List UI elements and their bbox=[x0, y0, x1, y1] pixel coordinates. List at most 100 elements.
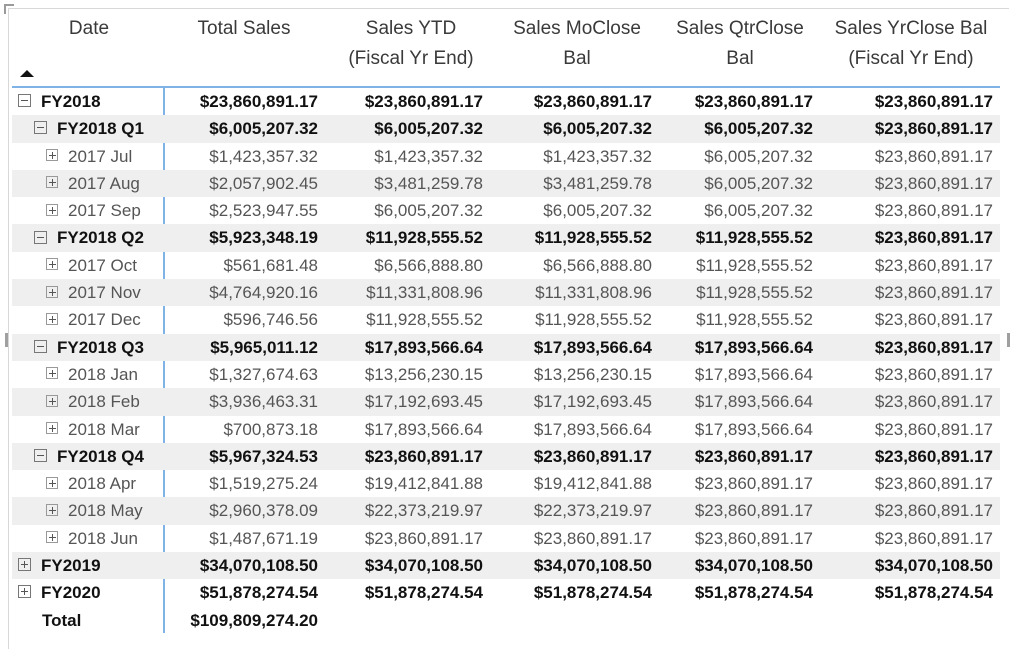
value-cell: $1,519,275.24 bbox=[209, 474, 318, 494]
row-header: 2017 Nov bbox=[46, 279, 141, 306]
visual-corner-handle[interactable] bbox=[4, 4, 14, 14]
value-cell: $17,893,566.64 bbox=[694, 419, 813, 439]
value-cell: $109,809,274.20 bbox=[190, 610, 318, 630]
expand-plus-icon[interactable] bbox=[46, 312, 58, 325]
value-cell: $11,928,555.52 bbox=[365, 228, 483, 248]
resize-handle-right[interactable] bbox=[1007, 333, 1010, 347]
row-label: FY2018 bbox=[41, 92, 101, 111]
value-cell: $6,005,207.32 bbox=[704, 119, 813, 139]
expand-plus-icon[interactable] bbox=[46, 422, 58, 435]
resize-handle-left[interactable] bbox=[5, 333, 8, 347]
value-cell: $11,928,555.52 bbox=[696, 310, 813, 330]
column-header-line: (Fiscal Yr End) bbox=[348, 48, 474, 69]
value-cell: $1,423,357.32 bbox=[374, 146, 483, 166]
value-cell: $23,860,891.17 bbox=[874, 228, 993, 248]
row-header: FY2018 Q2 bbox=[34, 224, 144, 251]
column-header-line: Sales MoClose bbox=[513, 18, 641, 39]
value-cell: $3,481,259.78 bbox=[374, 173, 483, 193]
value-cell: $17,893,566.64 bbox=[364, 419, 483, 439]
expand-plus-icon[interactable] bbox=[46, 394, 58, 407]
collapse-minus-icon[interactable] bbox=[18, 94, 31, 108]
row-label: 2018 May bbox=[68, 501, 143, 521]
expand-plus-icon[interactable] bbox=[46, 285, 58, 298]
expand-plus-icon[interactable] bbox=[46, 258, 58, 271]
expand-plus-icon[interactable] bbox=[46, 531, 58, 544]
value-cell: $6,566,888.80 bbox=[543, 255, 652, 275]
value-cell: $19,412,841.88 bbox=[364, 474, 483, 494]
table-row: FY2018 $23,860,891.17 $23,860,891.17 $23,86… bbox=[12, 88, 1000, 115]
value-cell: $22,373,219.97 bbox=[364, 501, 483, 521]
value-cell: $6,005,207.32 bbox=[209, 119, 318, 139]
value-cell: $1,487,671.19 bbox=[209, 528, 318, 548]
value-cell: $1,423,357.32 bbox=[209, 146, 318, 166]
value-cell: $34,070,108.50 bbox=[694, 556, 813, 576]
value-cell: $23,860,891.17 bbox=[874, 173, 993, 193]
value-cell: $19,412,841.88 bbox=[533, 474, 652, 494]
row-header: 2018 Jun bbox=[46, 525, 138, 552]
value-cell: $23,860,891.17 bbox=[874, 92, 993, 111]
value-cell: $51,878,274.54 bbox=[694, 583, 813, 603]
collapse-minus-icon[interactable] bbox=[34, 121, 47, 135]
column-header-0[interactable]: Date bbox=[14, 14, 164, 44]
table-row: FY2020 $51,878,274.54 $51,878,274.54 $51,87… bbox=[12, 579, 1000, 606]
value-cell: $23,860,891.17 bbox=[364, 92, 483, 111]
column-header-line: Sales YTD bbox=[365, 18, 457, 39]
expand-plus-icon[interactable] bbox=[46, 203, 58, 216]
row-header: FY2018 bbox=[18, 88, 101, 115]
expand-plus-icon[interactable] bbox=[46, 176, 58, 189]
value-cell: $23,860,891.17 bbox=[874, 119, 993, 139]
value-cell: $23,860,891.17 bbox=[694, 474, 813, 494]
column-header-1[interactable]: Total Sales bbox=[159, 14, 329, 44]
row-label: 2017 Oct bbox=[68, 255, 137, 275]
value-cell: $17,192,693.45 bbox=[533, 392, 652, 412]
column-header-line: Total Sales bbox=[197, 18, 291, 39]
value-cell: $23,860,891.17 bbox=[694, 501, 813, 521]
expand-plus-icon[interactable] bbox=[46, 367, 58, 380]
collapse-minus-icon[interactable] bbox=[34, 339, 47, 353]
value-cell: $17,893,566.64 bbox=[533, 419, 652, 439]
value-cell: $11,331,808.96 bbox=[535, 283, 652, 303]
row-header: FY2018 Q3 bbox=[34, 334, 144, 361]
row-header: Total bbox=[18, 607, 81, 634]
value-cell: $23,860,891.17 bbox=[364, 446, 483, 466]
value-cell: $596,746.56 bbox=[223, 310, 318, 330]
value-cell: $23,860,891.17 bbox=[694, 446, 813, 466]
column-header-line: (Fiscal Yr End) bbox=[848, 48, 974, 69]
value-cell: $17,893,566.64 bbox=[694, 392, 813, 412]
row-header: 2017 Sep bbox=[46, 197, 141, 224]
value-cell: $23,860,891.17 bbox=[874, 337, 993, 357]
row-header: FY2019 bbox=[18, 552, 101, 579]
sort-ascending-icon[interactable] bbox=[20, 70, 34, 77]
column-header-line: Date bbox=[68, 18, 110, 39]
expand-plus-icon[interactable] bbox=[46, 149, 58, 162]
value-cell: $51,878,274.54 bbox=[199, 583, 318, 603]
expand-plus-icon[interactable] bbox=[46, 503, 58, 516]
value-cell: $11,928,555.52 bbox=[535, 310, 652, 330]
row-header: 2018 Jan bbox=[46, 361, 138, 388]
value-cell: $34,070,108.50 bbox=[199, 556, 318, 576]
expand-plus-icon[interactable] bbox=[18, 558, 31, 572]
column-header-5[interactable]: Sales YrClose Bal (Fiscal Yr End) bbox=[821, 14, 1001, 74]
value-cell: $23,860,891.17 bbox=[874, 146, 993, 166]
value-cell: $17,192,693.45 bbox=[364, 392, 483, 412]
value-cell: $6,005,207.32 bbox=[704, 201, 813, 221]
value-cell: $22,373,219.97 bbox=[533, 501, 652, 521]
value-cell: $13,256,230.15 bbox=[364, 364, 483, 384]
row-header: 2017 Dec bbox=[46, 306, 141, 333]
column-header-2[interactable]: Sales YTD (Fiscal Yr End) bbox=[326, 14, 496, 74]
row-label: 2018 Jan bbox=[68, 364, 138, 384]
expand-plus-icon[interactable] bbox=[18, 585, 31, 599]
collapse-minus-icon[interactable] bbox=[34, 448, 47, 462]
value-cell: $4,764,920.16 bbox=[209, 283, 318, 303]
row-header: 2018 Feb bbox=[46, 388, 140, 415]
value-cell: $51,878,274.54 bbox=[533, 583, 652, 603]
column-header-3[interactable]: Sales MoClose Bal bbox=[492, 14, 662, 74]
expand-plus-icon[interactable] bbox=[46, 476, 58, 489]
row-label: FY2018 Q1 bbox=[57, 119, 144, 139]
value-cell: $2,960,378.09 bbox=[209, 501, 318, 521]
collapse-minus-icon[interactable] bbox=[34, 230, 47, 244]
table-row: FY2018 Q3 $5,965,011.12 $17,893,566.64 $17,… bbox=[12, 333, 1000, 361]
value-cell: $5,967,324.53 bbox=[209, 446, 318, 466]
column-header-4[interactable]: Sales QtrClose Bal bbox=[655, 14, 825, 74]
value-cell: $11,331,808.96 bbox=[366, 283, 483, 303]
